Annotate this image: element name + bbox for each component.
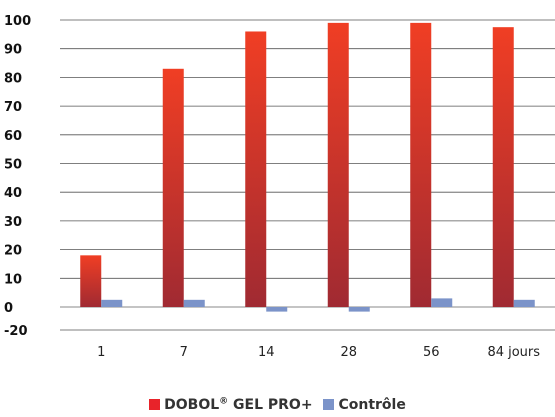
y-tick-label: 30	[4, 215, 22, 230]
legend-item-controle: Contrôle	[323, 396, 406, 413]
bar-dobol	[410, 22, 432, 308]
x-tick-label: 14	[258, 345, 275, 360]
y-tick-label: 20	[4, 244, 22, 259]
bar-controle	[101, 299, 123, 307]
y-tick-label: 10	[4, 272, 22, 287]
bar-controle	[513, 299, 535, 307]
gridlines	[60, 19, 555, 331]
legend-swatch-controle	[323, 398, 335, 410]
y-tick-label: 100	[4, 14, 31, 29]
x-tick-label: 28	[340, 345, 357, 360]
legend: DOBOL® GEL PRO+ Contrôle	[0, 396, 555, 413]
y-tick-label: 60	[4, 129, 22, 144]
y-tick-label: -20	[4, 324, 28, 339]
bar-controle	[348, 307, 370, 312]
x-tick-label: 84 jours	[487, 345, 540, 360]
bar-controle	[266, 307, 288, 312]
y-tick-label: 50	[4, 158, 22, 173]
x-axis-tick-labels: 1 7 14 28 56 84 jours	[97, 345, 540, 360]
legend-swatch-dobol	[149, 398, 161, 410]
bar-dobol	[162, 68, 184, 307]
bar-controle	[431, 298, 453, 307]
x-tick-label: 1	[97, 345, 105, 360]
bar-dobol	[245, 31, 267, 307]
bar-controle	[183, 299, 205, 307]
y-tick-label: 0	[4, 301, 13, 316]
y-tick-label: 80	[4, 71, 22, 86]
x-tick-label: 56	[423, 345, 440, 360]
y-tick-label: 90	[4, 43, 22, 58]
legend-item-dobol: DOBOL® GEL PRO+	[149, 396, 313, 413]
y-tick-label: 70	[4, 100, 22, 115]
y-tick-label: 40	[4, 186, 22, 201]
bar-dobol	[80, 255, 102, 307]
bars	[80, 22, 535, 312]
x-tick-label: 7	[180, 345, 188, 360]
legend-label-controle: Contrôle	[338, 396, 406, 413]
bar-dobol	[492, 27, 514, 308]
bar-dobol	[327, 22, 349, 308]
legend-label-dobol: DOBOL® GEL PRO+	[164, 396, 313, 413]
